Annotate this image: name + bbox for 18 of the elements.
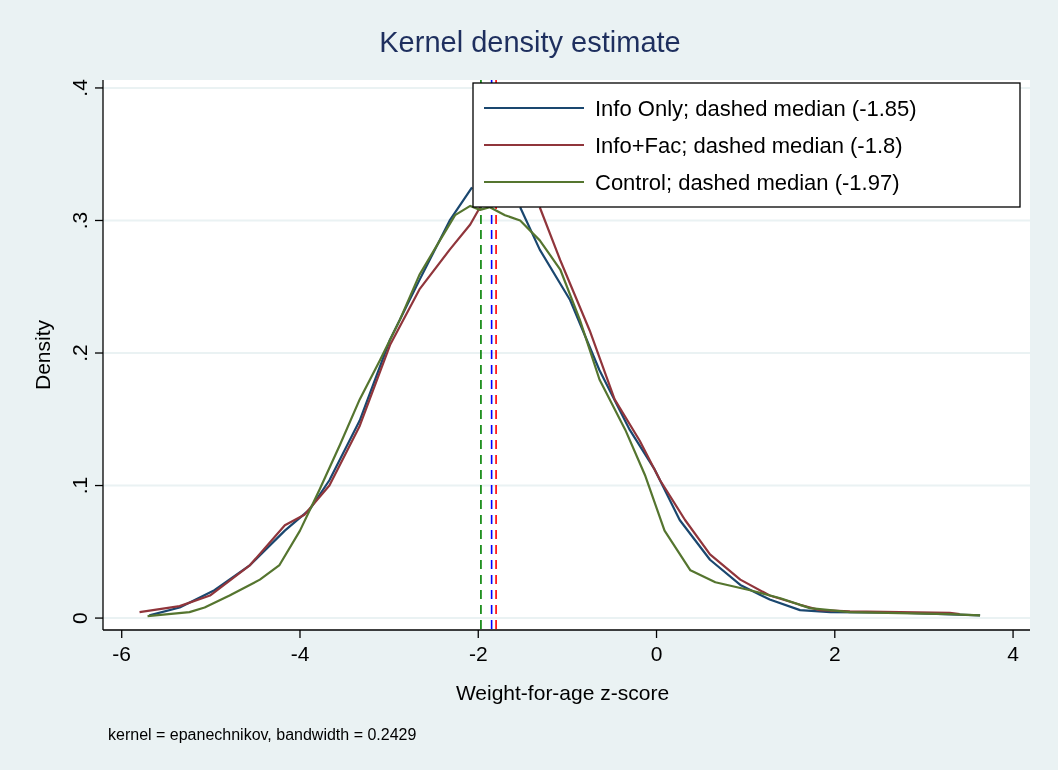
y-axis-title: Density xyxy=(31,319,54,391)
x-tick-label: 2 xyxy=(828,642,841,665)
x-tick-label: 4 xyxy=(1007,642,1020,665)
y-tick-label: .1 xyxy=(68,476,91,495)
x-axis-title: Weight-for-age z-score xyxy=(455,681,670,704)
legend-label: Control; dashed median (-1.97) xyxy=(595,170,900,195)
y-tick-label: .3 xyxy=(68,211,91,230)
x-tick-label: -2 xyxy=(468,642,488,665)
text: kernel = epanechnikov, bandwidth = 0.2429 xyxy=(108,726,417,743)
y-tick-label: 0 xyxy=(68,612,91,624)
legend-label: Info+Fac; dashed median (-1.8) xyxy=(595,133,903,158)
y-tick-label: .4 xyxy=(68,78,91,97)
legend-label: Info Only; dashed median (-1.85) xyxy=(595,96,917,121)
chart-title: Kernel density estimate xyxy=(379,26,681,58)
x-tick-label: 0 xyxy=(650,642,663,665)
x-tick-label: -6 xyxy=(112,642,132,665)
y-tick-label: .2 xyxy=(68,344,91,362)
x-tick-label: -4 xyxy=(290,642,310,665)
